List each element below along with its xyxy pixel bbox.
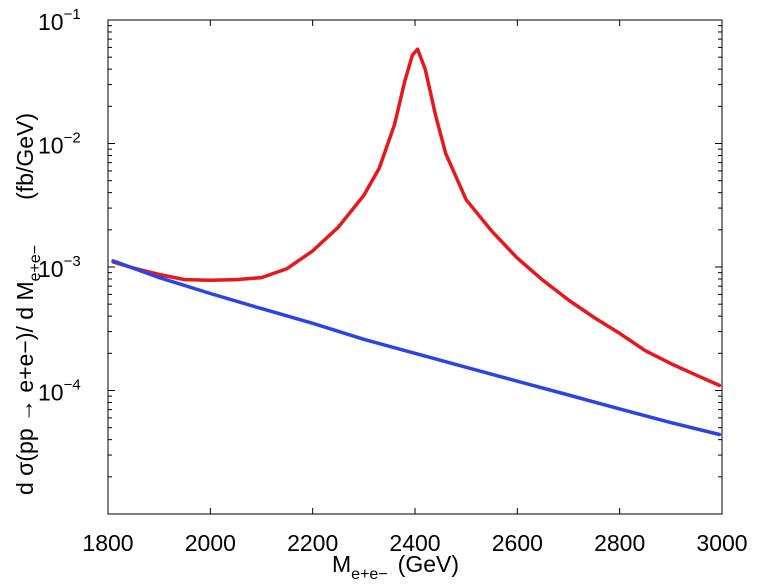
x-axis-title-units: (GeV) xyxy=(398,551,459,577)
series-line-1 xyxy=(111,47,722,388)
x-axis-title-main: M xyxy=(332,551,351,577)
plot-area xyxy=(107,19,723,515)
y-tick-label: 10−1 xyxy=(38,6,81,35)
y-axis-title-prefix: d σ(pp → e+e−)/ d M xyxy=(12,281,38,495)
tick-labels-layer: 1800 2000 2200 2400 2600 2800 3000 10−1 10−2 10−3… xyxy=(38,6,748,556)
series-line-2 xyxy=(111,259,722,437)
series-layer xyxy=(111,47,722,437)
x-tick-label: 2200 xyxy=(287,530,338,556)
x-tick-label: 2000 xyxy=(185,530,236,556)
y-axis-title-sub: e+e− xyxy=(27,245,44,281)
y-axis-title-units: (fb/GeV) xyxy=(12,113,38,200)
x-tick-label: 3000 xyxy=(696,530,747,556)
y-tick-label: 10−4 xyxy=(38,377,81,406)
x-tick-label: 2400 xyxy=(389,530,440,556)
x-tick-label: 1800 xyxy=(82,530,133,556)
y-tick-label: 10−3 xyxy=(38,253,81,282)
y-axis-title: d σ(pp → e+e−)/ d Me+e− (fb/GeV) xyxy=(12,113,44,495)
y-tick-label: 10−2 xyxy=(38,130,81,159)
x-axis-title-sub: e+e− xyxy=(351,566,387,583)
x-tick-label: 2800 xyxy=(594,530,645,556)
ticks-layer xyxy=(107,19,723,514)
x-tick-label: 2600 xyxy=(492,530,543,556)
x-axis-title: Me+e− (GeV) xyxy=(332,551,459,583)
